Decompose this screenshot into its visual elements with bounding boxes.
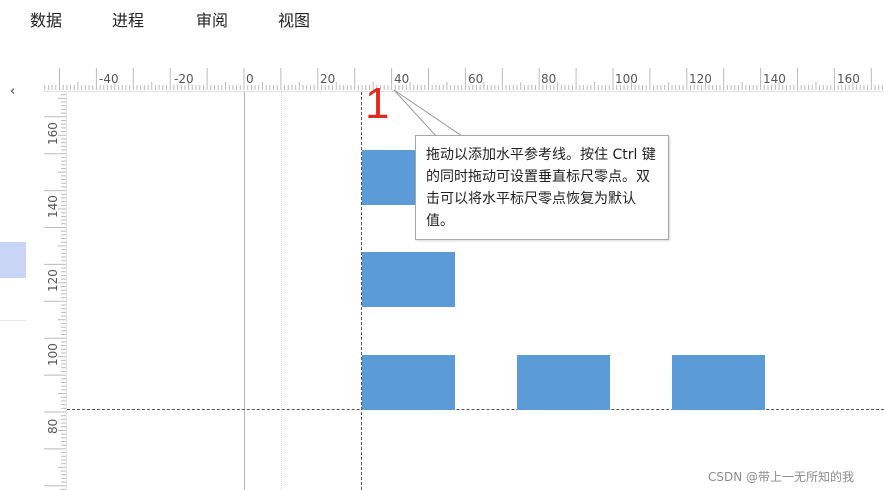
hruler-label: 20: [320, 72, 336, 86]
hruler-label: 140: [763, 72, 786, 86]
rectangle-shape[interactable]: [362, 355, 455, 410]
horizontal-guide-line[interactable]: [67, 409, 884, 410]
hruler-label: -20: [174, 72, 194, 86]
horizontal-ruler-border: [44, 91, 884, 92]
ruler-tooltip: 拖动以添加水平参考线。按住 Ctrl 键的同时拖动可设置垂直标尺零点。双击可以将…: [415, 135, 669, 240]
rectangle-shape[interactable]: [362, 150, 416, 205]
page-margin-line: [244, 92, 245, 490]
hruler-label: 40: [394, 72, 410, 86]
side-panel-tab[interactable]: [0, 242, 26, 278]
hruler-label: 160: [837, 72, 860, 86]
rectangle-shape[interactable]: [517, 355, 610, 410]
side-panel-divider: [0, 320, 26, 321]
vertical-guide-line[interactable]: [361, 92, 362, 490]
menu-bar: 数据 进程 审阅 视图: [0, 0, 884, 34]
hruler-label: 0: [246, 72, 254, 86]
hruler-label: 120: [689, 72, 712, 86]
watermark-text: CSDN @带上一无所知的我: [708, 470, 855, 484]
step-number-marker: 1: [365, 79, 390, 128]
hruler-label: 100: [615, 72, 638, 86]
rectangle-shape[interactable]: [672, 355, 765, 410]
menu-item-view[interactable]: 视图: [278, 11, 311, 30]
rectangle-shape[interactable]: [362, 252, 455, 307]
vertical-ruler-border: [66, 92, 67, 490]
vertical-ruler[interactable]: [44, 92, 66, 490]
hruler-label: 80: [541, 72, 557, 86]
horizontal-ruler[interactable]: [44, 68, 884, 90]
menu-item-process[interactable]: 进程: [112, 11, 145, 30]
menu-item-review[interactable]: 审阅: [196, 11, 229, 30]
collapse-chevron-icon[interactable]: ‹: [10, 84, 16, 99]
menu-item-data[interactable]: 数据: [30, 11, 63, 30]
grid-guide-line: [281, 92, 282, 490]
hruler-label: 60: [468, 72, 484, 86]
hruler-label: -40: [99, 72, 119, 86]
